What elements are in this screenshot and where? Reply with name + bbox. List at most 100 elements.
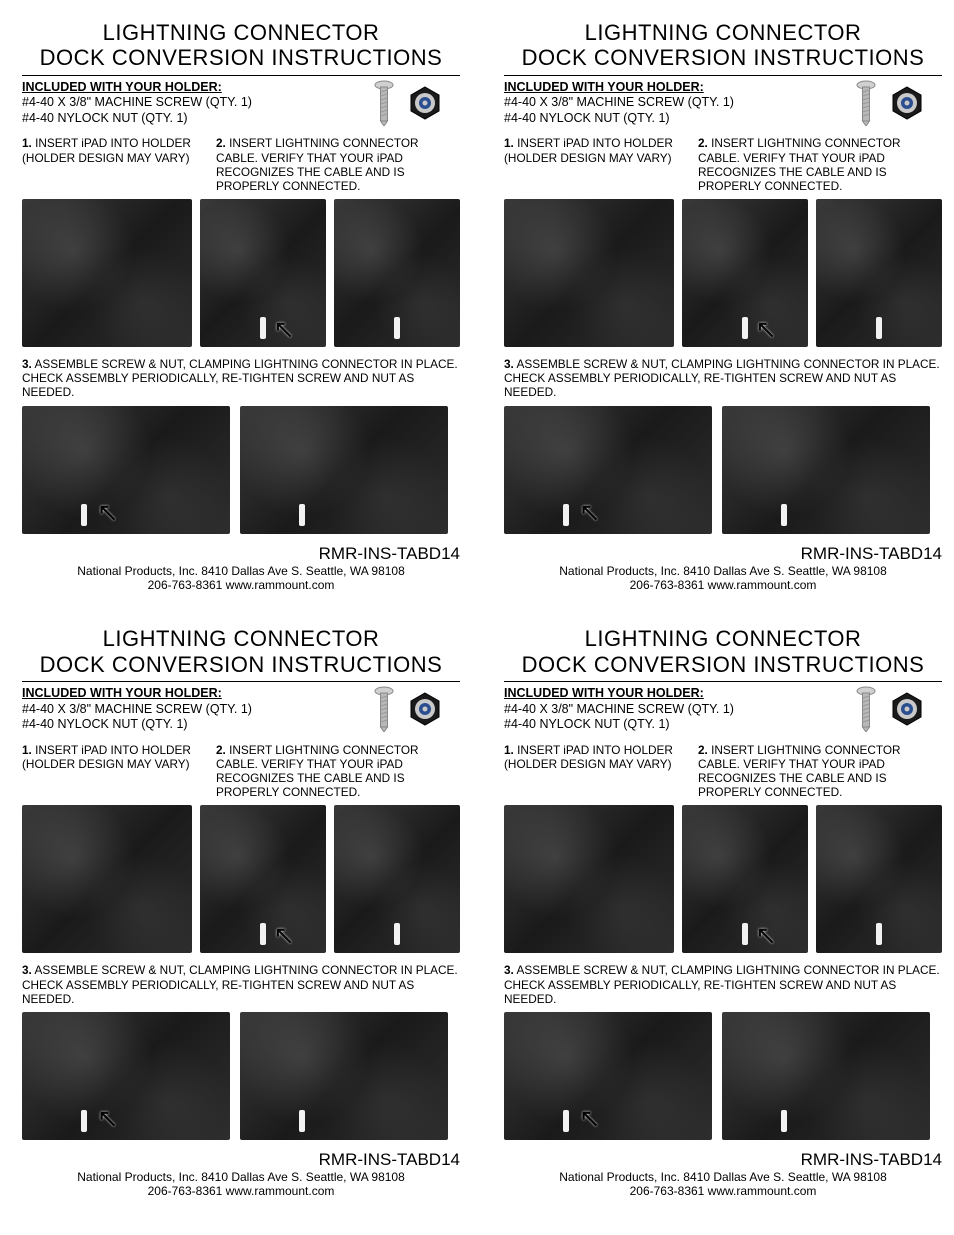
ipad-holder-photo: [504, 805, 674, 953]
card-title: LIGHTNING CONNECTOR DOCK CONVERSION INST…: [504, 20, 942, 71]
steps-1-2: 1. INSERT iPAD INTO HOLDER (HOLDER DESIG…: [504, 743, 942, 800]
hardware-icons: [856, 80, 942, 126]
footer: National Products, Inc. 8410 Dallas Ave …: [22, 564, 460, 593]
footer-line-1: National Products, Inc. 8410 Dallas Ave …: [559, 1170, 887, 1184]
title-line-1: LIGHTNING CONNECTOR: [103, 20, 380, 45]
step-3: 3. ASSEMBLE SCREW & NUT, CLAMPING LIGHTN…: [22, 357, 460, 399]
arrow-icon: ↖: [579, 1103, 601, 1134]
step-3: 3. ASSEMBLE SCREW & NUT, CLAMPING LIGHTN…: [22, 963, 460, 1005]
included-text: INCLUDED WITH YOUR HOLDER: #4-40 X 3/8" …: [22, 686, 252, 733]
step-3-num: 3.: [22, 357, 32, 371]
cable-insert-photo-b: [816, 805, 942, 953]
step-2: 2. INSERT LIGHTNING CONNECTOR CABLE. VER…: [698, 136, 942, 193]
step-1-num: 1.: [504, 743, 514, 757]
title-line-2: DOCK CONVERSION INSTRUCTIONS: [522, 652, 925, 677]
image-row-2: ↖: [22, 1012, 460, 1140]
footer: National Products, Inc. 8410 Dallas Ave …: [22, 1170, 460, 1199]
step-1-num: 1.: [22, 743, 32, 757]
footer-line-2: 206-763-8361 www.rammount.com: [148, 578, 335, 592]
cable-insert-photo-a: ↖: [200, 805, 326, 953]
arrow-icon: ↖: [273, 314, 295, 345]
ipad-holder-photo: [504, 199, 674, 347]
step-1: 1. INSERT iPAD INTO HOLDER (HOLDER DESIG…: [22, 136, 192, 193]
step-1: 1. INSERT iPAD INTO HOLDER (HOLDER DESIG…: [22, 743, 192, 800]
instruction-card: LIGHTNING CONNECTOR DOCK CONVERSION INST…: [482, 0, 954, 606]
step-3-text: ASSEMBLE SCREW & NUT, CLAMPING LIGHTNING…: [504, 357, 940, 399]
included-row: INCLUDED WITH YOUR HOLDER: #4-40 X 3/8" …: [22, 80, 460, 127]
clamp-photo-b: [240, 406, 448, 534]
steps-1-2: 1. INSERT iPAD INTO HOLDER (HOLDER DESIG…: [504, 136, 942, 193]
nylock-nut-icon: [408, 86, 442, 120]
step-2-num: 2.: [698, 136, 708, 150]
clamp-photo-b: [722, 406, 930, 534]
machine-screw-icon: [374, 686, 394, 732]
image-row-2: ↖: [22, 406, 460, 534]
nylock-nut-icon: [890, 86, 924, 120]
included-label: INCLUDED WITH YOUR HOLDER:: [22, 686, 222, 700]
arrow-icon: ↖: [755, 920, 777, 951]
steps-1-2: 1. INSERT iPAD INTO HOLDER (HOLDER DESIG…: [22, 743, 460, 800]
title-line-1: LIGHTNING CONNECTOR: [585, 626, 862, 651]
image-row-2: ↖: [504, 406, 942, 534]
step-3-num: 3.: [504, 963, 514, 977]
hardware-icons: [374, 686, 460, 732]
image-row-2: ↖: [504, 1012, 942, 1140]
image-row-1: ↖: [22, 805, 460, 953]
step-1-text: INSERT iPAD INTO HOLDER (HOLDER DESIGN M…: [22, 743, 191, 771]
step-3-text: ASSEMBLE SCREW & NUT, CLAMPING LIGHTNING…: [22, 963, 458, 1005]
clamp-photo-b: [722, 1012, 930, 1140]
step-2-num: 2.: [698, 743, 708, 757]
title-line-2: DOCK CONVERSION INSTRUCTIONS: [40, 652, 443, 677]
footer-line-2: 206-763-8361 www.rammount.com: [630, 1184, 817, 1198]
step-1-text: INSERT iPAD INTO HOLDER (HOLDER DESIGN M…: [504, 136, 673, 164]
step-2-text: INSERT LIGHTNING CONNECTOR CABLE. VERIFY…: [698, 743, 901, 799]
step-2-num: 2.: [216, 136, 226, 150]
machine-screw-icon: [374, 80, 394, 126]
instruction-card: LIGHTNING CONNECTOR DOCK CONVERSION INST…: [0, 0, 482, 606]
included-text: INCLUDED WITH YOUR HOLDER: #4-40 X 3/8" …: [504, 686, 734, 733]
machine-screw-icon: [856, 686, 876, 732]
included-row: INCLUDED WITH YOUR HOLDER: #4-40 X 3/8" …: [22, 686, 460, 733]
step-3-text: ASSEMBLE SCREW & NUT, CLAMPING LIGHTNING…: [504, 963, 940, 1005]
image-row-1: ↖: [22, 199, 460, 347]
step-1-text: INSERT iPAD INTO HOLDER (HOLDER DESIGN M…: [22, 136, 191, 164]
arrow-icon: ↖: [755, 314, 777, 345]
footer-line-2: 206-763-8361 www.rammount.com: [148, 1184, 335, 1198]
included-label: INCLUDED WITH YOUR HOLDER:: [504, 686, 704, 700]
included-line-1: #4-40 X 3/8" MACHINE SCREW (QTY. 1): [22, 702, 252, 716]
title-line-2: DOCK CONVERSION INSTRUCTIONS: [522, 45, 925, 70]
footer-line-1: National Products, Inc. 8410 Dallas Ave …: [77, 1170, 405, 1184]
cable-insert-photo-b: [816, 199, 942, 347]
part-number: RMR-INS-TABD14: [22, 1150, 460, 1170]
step-1: 1. INSERT iPAD INTO HOLDER (HOLDER DESIG…: [504, 743, 674, 800]
step-2-text: INSERT LIGHTNING CONNECTOR CABLE. VERIFY…: [698, 136, 901, 192]
clamp-photo-a: ↖: [22, 406, 230, 534]
step-1-num: 1.: [22, 136, 32, 150]
arrow-icon: ↖: [97, 497, 119, 528]
page-grid: LIGHTNING CONNECTOR DOCK CONVERSION INST…: [0, 0, 954, 1213]
included-line-2: #4-40 NYLOCK NUT (QTY. 1): [22, 111, 188, 125]
ipad-holder-photo: [22, 199, 192, 347]
title-rule: [22, 75, 460, 76]
machine-screw-icon: [856, 80, 876, 126]
step-3: 3. ASSEMBLE SCREW & NUT, CLAMPING LIGHTN…: [504, 963, 942, 1005]
arrow-icon: ↖: [579, 497, 601, 528]
step-2: 2. INSERT LIGHTNING CONNECTOR CABLE. VER…: [698, 743, 942, 800]
image-row-1: ↖: [504, 805, 942, 953]
step-2-text: INSERT LIGHTNING CONNECTOR CABLE. VERIFY…: [216, 743, 419, 799]
included-line-2: #4-40 NYLOCK NUT (QTY. 1): [504, 111, 670, 125]
footer: National Products, Inc. 8410 Dallas Ave …: [504, 1170, 942, 1199]
step-1: 1. INSERT iPAD INTO HOLDER (HOLDER DESIG…: [504, 136, 674, 193]
step-2: 2. INSERT LIGHTNING CONNECTOR CABLE. VER…: [216, 743, 460, 800]
footer-line-1: National Products, Inc. 8410 Dallas Ave …: [77, 564, 405, 578]
included-line-2: #4-40 NYLOCK NUT (QTY. 1): [22, 717, 188, 731]
step-1-num: 1.: [504, 136, 514, 150]
step-3-text: ASSEMBLE SCREW & NUT, CLAMPING LIGHTNING…: [22, 357, 458, 399]
included-text: INCLUDED WITH YOUR HOLDER: #4-40 X 3/8" …: [22, 80, 252, 127]
nylock-nut-icon: [890, 692, 924, 726]
step-3-num: 3.: [504, 357, 514, 371]
part-number: RMR-INS-TABD14: [504, 544, 942, 564]
image-row-1: ↖: [504, 199, 942, 347]
steps-1-2: 1. INSERT iPAD INTO HOLDER (HOLDER DESIG…: [22, 136, 460, 193]
included-line-1: #4-40 X 3/8" MACHINE SCREW (QTY. 1): [22, 95, 252, 109]
